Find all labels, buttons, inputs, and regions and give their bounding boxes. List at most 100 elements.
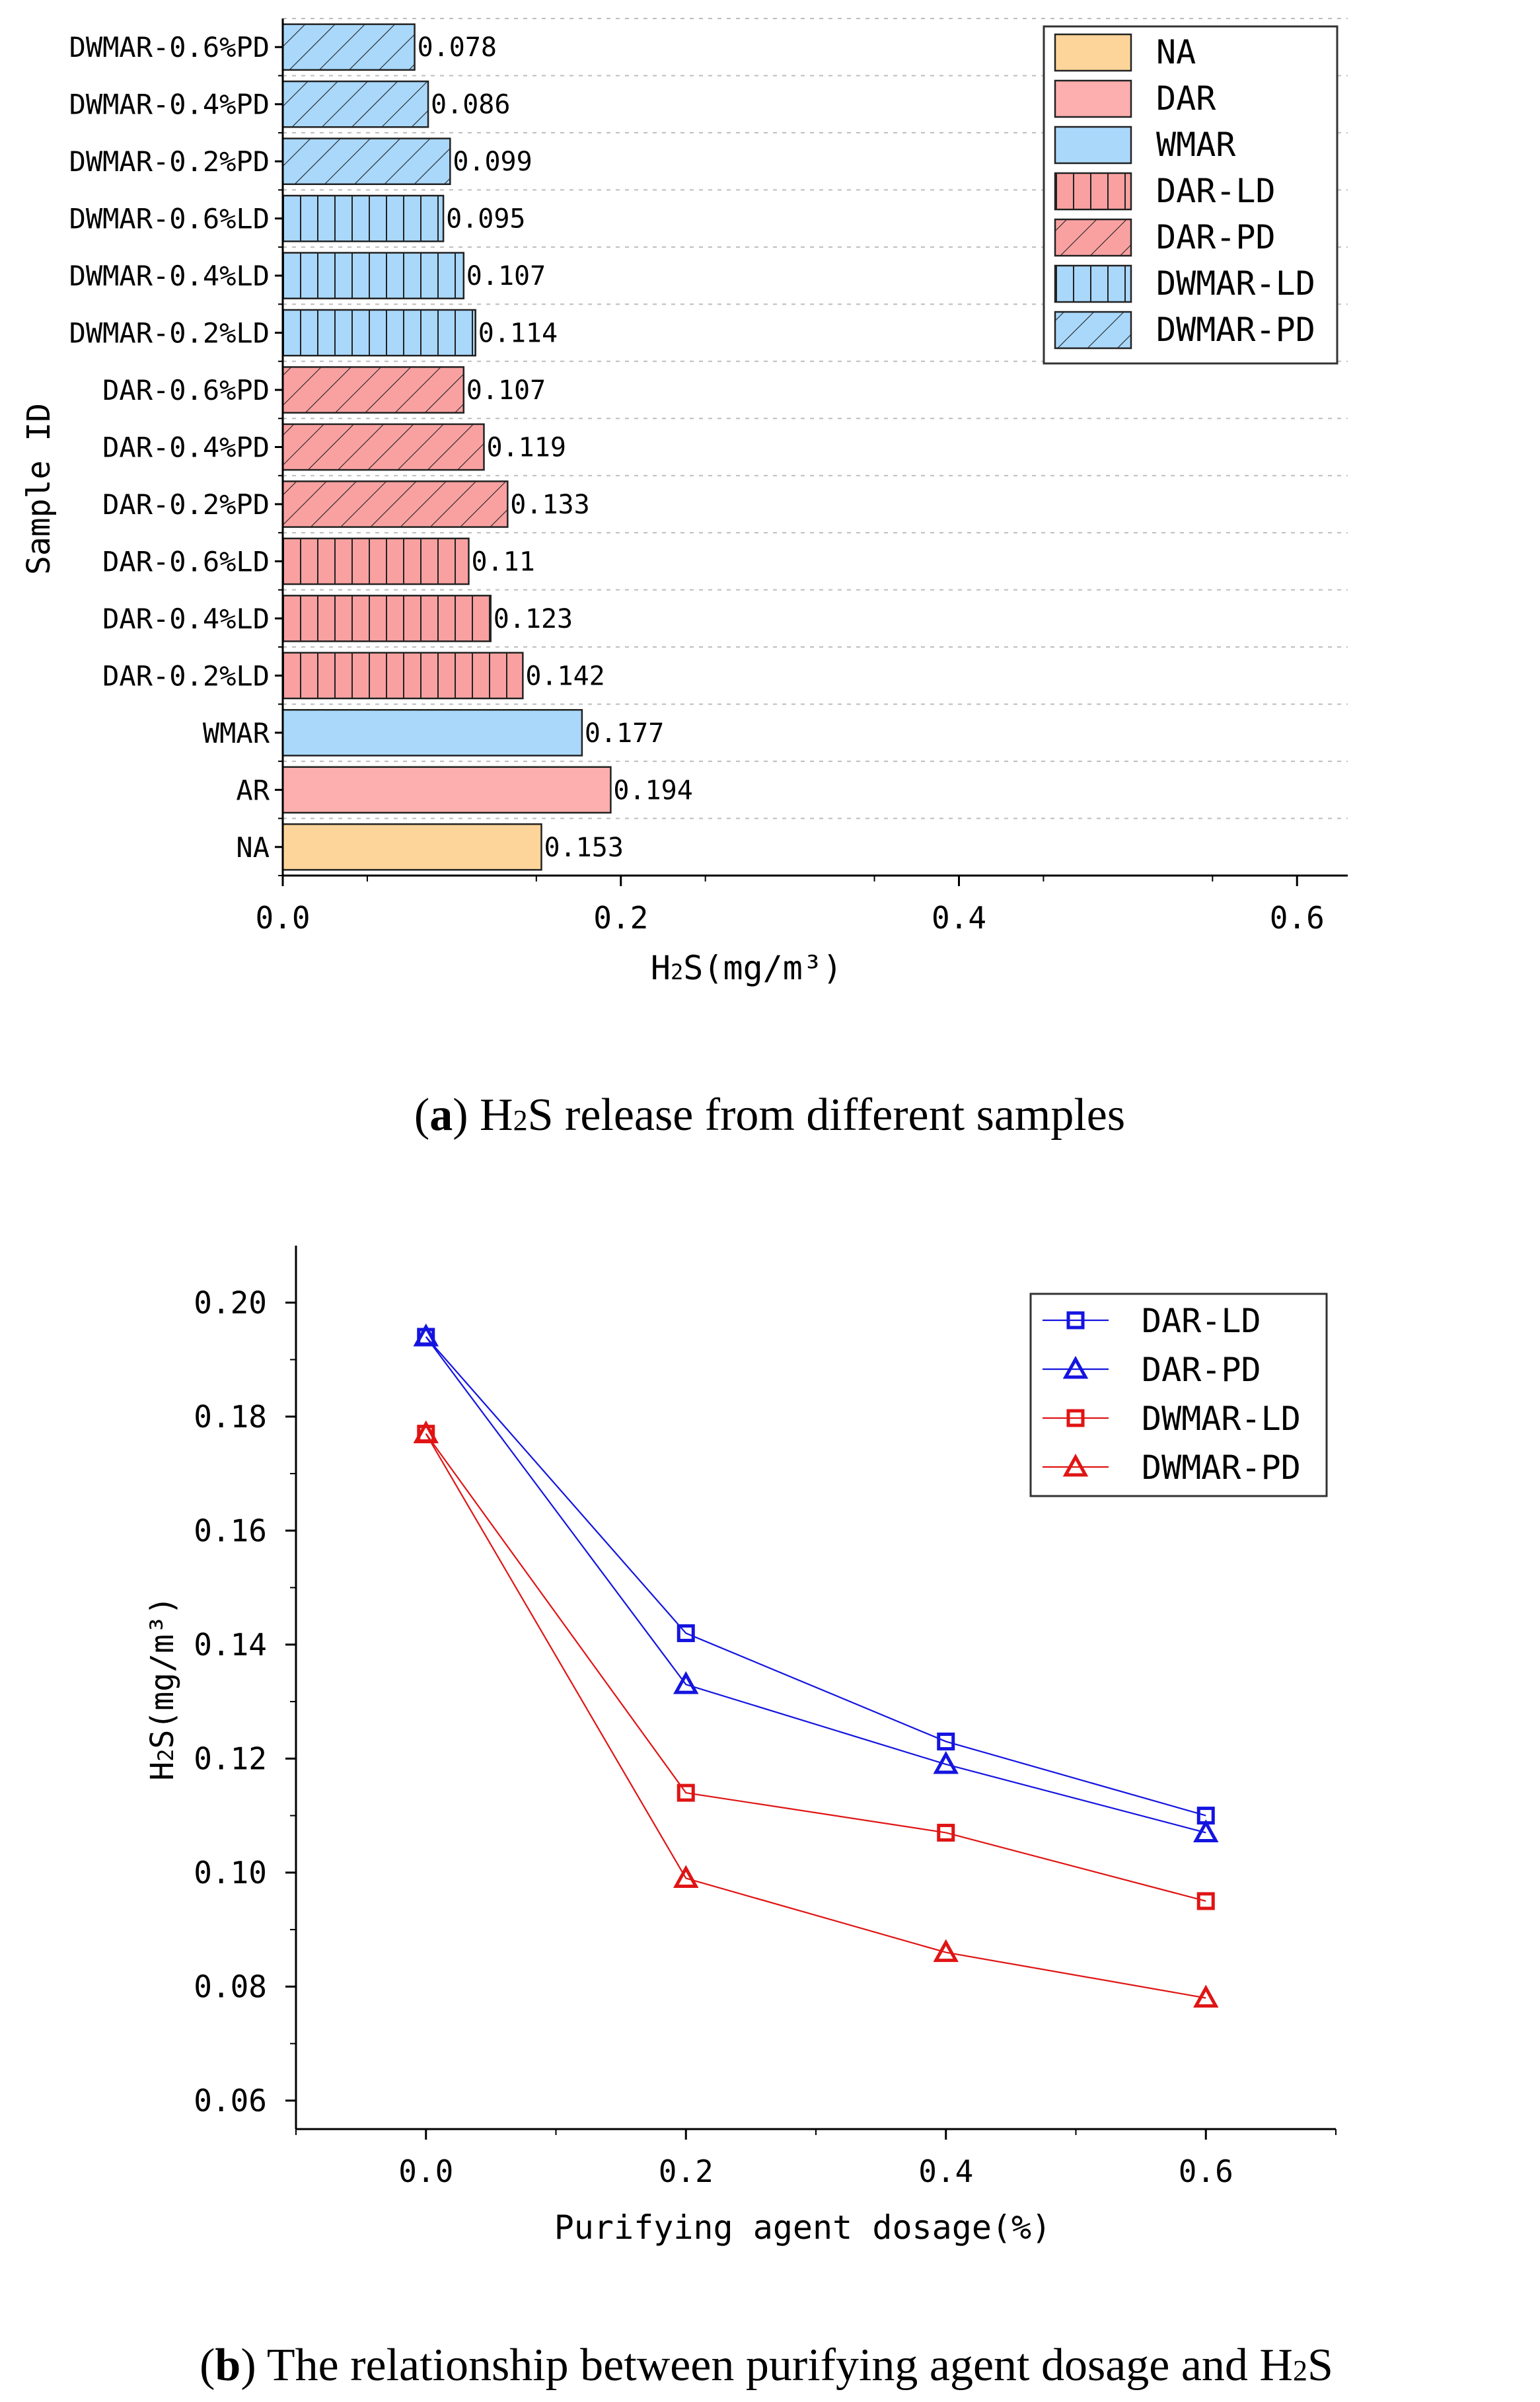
data-point-dwmar-ld-1	[677, 1783, 695, 1802]
line-chart-y-tick-label: 0.10	[194, 1855, 267, 1891]
bar-dwmar-0-4-pd	[281, 80, 429, 128]
bar-chart-y-tick-label-dwmar-0-2-pd: DWMAR-0.2%PD	[69, 145, 270, 178]
bar-chart-x-ticks: 0.0 0.2 0.4 0.6	[255, 876, 1325, 936]
bar-value-label-dwmar-0-6-ld: 0.095	[446, 204, 525, 235]
legend-marker-dwmar-ld	[1066, 1409, 1085, 1427]
bar-dwmar-0-2-ld	[281, 309, 476, 357]
bar-chart-y-tick-label-dar-0-2-pd: DAR-0.2%PD	[102, 488, 270, 521]
bar-dar-0-4-ld	[281, 595, 492, 642]
legend-label-dar-pd: DAR-PD	[1142, 1351, 1261, 1389]
bar-chart-legend: NA DAR WMAR DAR-LD DAR-PD DWMAR-LD DWMAR-PD	[1043, 25, 1338, 365]
legend-label-dar: DAR	[1156, 79, 1216, 118]
bar-chart-x-tick-label: 0.2	[593, 900, 648, 936]
bar-dar-0-4-pd	[281, 423, 485, 471]
bar-ar	[281, 766, 612, 814]
series-line-dwmar-ld	[425, 1433, 1206, 1902]
data-point-dwmar-pd-1	[673, 1865, 699, 1888]
bar-chart-y-tick-label-ar: AR	[236, 774, 270, 806]
legend-label-dwmar-pd: DWMAR-PD	[1156, 311, 1315, 349]
line-chart-x-axis-title: Purifying agent dosage(%)	[554, 2208, 1052, 2247]
bar-value-label-dar-0-2-ld: 0.142	[525, 661, 605, 691]
bar-chart-x-tick-label: 0.0	[255, 900, 310, 936]
bar-chart-panel: NA AR WMAR DAR-0.2%LD DAR-0.4%LD DAR-0.6%LD DA…	[20, 18, 1348, 1141]
bar-chart-x-axis-title: H2S(mg/m³)	[651, 949, 842, 987]
bar-chart-y-tick-label-dwmar-0-2-ld: DWMAR-0.2%LD	[69, 317, 270, 350]
line-chart-y-tick-label: 0.12	[194, 1741, 267, 1776]
bar-value-label-dar-0-4-pd: 0.119	[486, 433, 566, 463]
line-chart-series	[413, 1323, 1219, 2008]
bar-chart-y-tick-label-dar-0-4-ld: DAR-0.4%LD	[102, 603, 270, 635]
data-point-dwmar-pd-3	[1193, 1984, 1219, 2008]
legend-label-wmar: WMAR	[1156, 126, 1236, 164]
legend-label-dwmar-ld: DWMAR-LD	[1142, 1400, 1301, 1438]
bar-chart-y-tick-label-dwmar-0-6-pd: DWMAR-0.6%PD	[69, 31, 270, 63]
bar-chart-x-tick-label: 0.6	[1270, 900, 1325, 936]
line-chart-x-tick-label: 0.6	[1179, 2154, 1233, 2189]
bar-chart-y-tick-label-dar-0-2-ld: DAR-0.2%LD	[102, 659, 270, 692]
legend-marker-dar-pd	[1062, 1355, 1089, 1379]
line-chart-y-tick-label: 0.20	[194, 1285, 267, 1320]
bar-dar-0-2-pd	[281, 480, 509, 528]
legend-marker-dar-ld	[1066, 1311, 1085, 1330]
legend-label-dwmar-ld: DWMAR-LD	[1156, 264, 1315, 303]
bar-value-label-dar-0-6-ld: 0.11	[471, 546, 534, 577]
legend-swatch-na	[1054, 33, 1132, 72]
bar-value-label-dwmar-0-4-pd: 0.086	[431, 90, 510, 120]
line-chart-y-tick-label: 0.08	[194, 1969, 267, 2004]
line-chart-y-tick-label: 0.14	[194, 1627, 267, 1663]
line-chart-y-tick-label: 0.06	[194, 2083, 267, 2119]
data-point-dwmar-pd-2	[933, 1939, 959, 1963]
bar-value-label-dar-0-6-pd: 0.107	[466, 375, 546, 406]
bar-chart-y-tick-label-wmar: WMAR	[203, 717, 270, 749]
bar-dwmar-0-4-ld	[281, 252, 465, 299]
legend-swatch-dar	[1054, 79, 1132, 118]
bar-value-label-na: 0.153	[544, 833, 623, 863]
bar-dwmar-0-6-pd	[281, 23, 416, 71]
bar-value-label-dwmar-0-2-ld: 0.114	[478, 319, 558, 349]
bar-value-label-ar: 0.194	[613, 775, 692, 806]
bar-chart-y-axis-title: Sample ID	[20, 403, 57, 575]
line-chart-legend: DAR-LD DAR-PD DWMAR-LD DWMAR-PD	[1029, 1293, 1328, 1497]
bar-dwmar-0-6-ld	[281, 194, 445, 243]
legend-label-dwmar-pd: DWMAR-PD	[1142, 1448, 1301, 1487]
bar-dar-0-6-pd	[281, 366, 465, 414]
bar-na	[281, 823, 542, 871]
legend-swatch-wmar	[1054, 126, 1132, 165]
legend-swatch-dar-ld	[1054, 172, 1132, 211]
data-point-dar-pd-3	[1193, 1819, 1219, 1842]
bar-chart-y-tick-label-dar-0-4-pd: DAR-0.4%PD	[102, 432, 270, 464]
line-chart-x-tick-label: 0.0	[398, 2154, 453, 2189]
bar-chart-value-labels: 0.153 0.194 0.177 0.142 0.123 0.11 0.133 0.119 0…	[418, 32, 693, 863]
bar-chart-x-tick-label: 0.4	[932, 900, 986, 936]
bar-dwmar-0-2-pd	[281, 137, 451, 186]
data-point-dar-pd-0	[413, 1323, 439, 1347]
bar-value-label-dwmar-0-4-ld: 0.107	[466, 261, 546, 291]
legend-swatch-dwmar-pd	[1054, 311, 1132, 350]
data-point-dar-ld-1	[677, 1624, 695, 1643]
bar-value-label-dar-0-2-pd: 0.133	[510, 490, 589, 520]
line-chart-x-tick-label: 0.2	[659, 2154, 714, 2189]
bar-chart-y-tick-label-na: NA	[236, 831, 270, 864]
line-chart-x-ticks: 0.0 0.2 0.4 0.6	[295, 2129, 1337, 2189]
line-chart-y-ticks: 0.06 0.08 0.10 0.12 0.14 0.16 0.18 0.20	[194, 1285, 296, 2119]
bar-chart-y-tick-label-dwmar-0-4-pd: DWMAR-0.4%PD	[69, 89, 270, 121]
line-chart-x-tick-label: 0.4	[918, 2154, 973, 2189]
bar-value-label-dar-0-4-ld: 0.123	[494, 604, 573, 634]
bar-dar-0-6-ld	[281, 537, 470, 585]
legend-swatch-dwmar-ld	[1054, 264, 1132, 303]
bar-chart-gridlines	[283, 18, 1348, 819]
bar-wmar	[281, 708, 583, 757]
data-point-dwmar-pd-0	[413, 1420, 439, 1444]
series-line-dwmar-pd	[425, 1433, 1206, 1999]
legend-label-dar-ld: DAR-LD	[1142, 1302, 1261, 1340]
bar-value-label-wmar: 0.177	[585, 718, 664, 749]
line-chart-y-tick-label: 0.18	[194, 1399, 267, 1435]
legend-marker-dwmar-pd	[1062, 1453, 1089, 1477]
data-point-dar-pd-2	[933, 1750, 959, 1774]
line-chart-y-axis-title: H2S(mg/m³)	[144, 1596, 181, 1780]
bar-chart-y-tick-label-dwmar-0-4-ld: DWMAR-0.4%LD	[69, 260, 270, 292]
bar-chart-caption: (a) H2S release from different samples	[414, 1090, 1125, 1141]
bar-value-label-dwmar-0-6-pd: 0.078	[418, 32, 497, 63]
data-point-dar-ld-2	[937, 1732, 955, 1750]
